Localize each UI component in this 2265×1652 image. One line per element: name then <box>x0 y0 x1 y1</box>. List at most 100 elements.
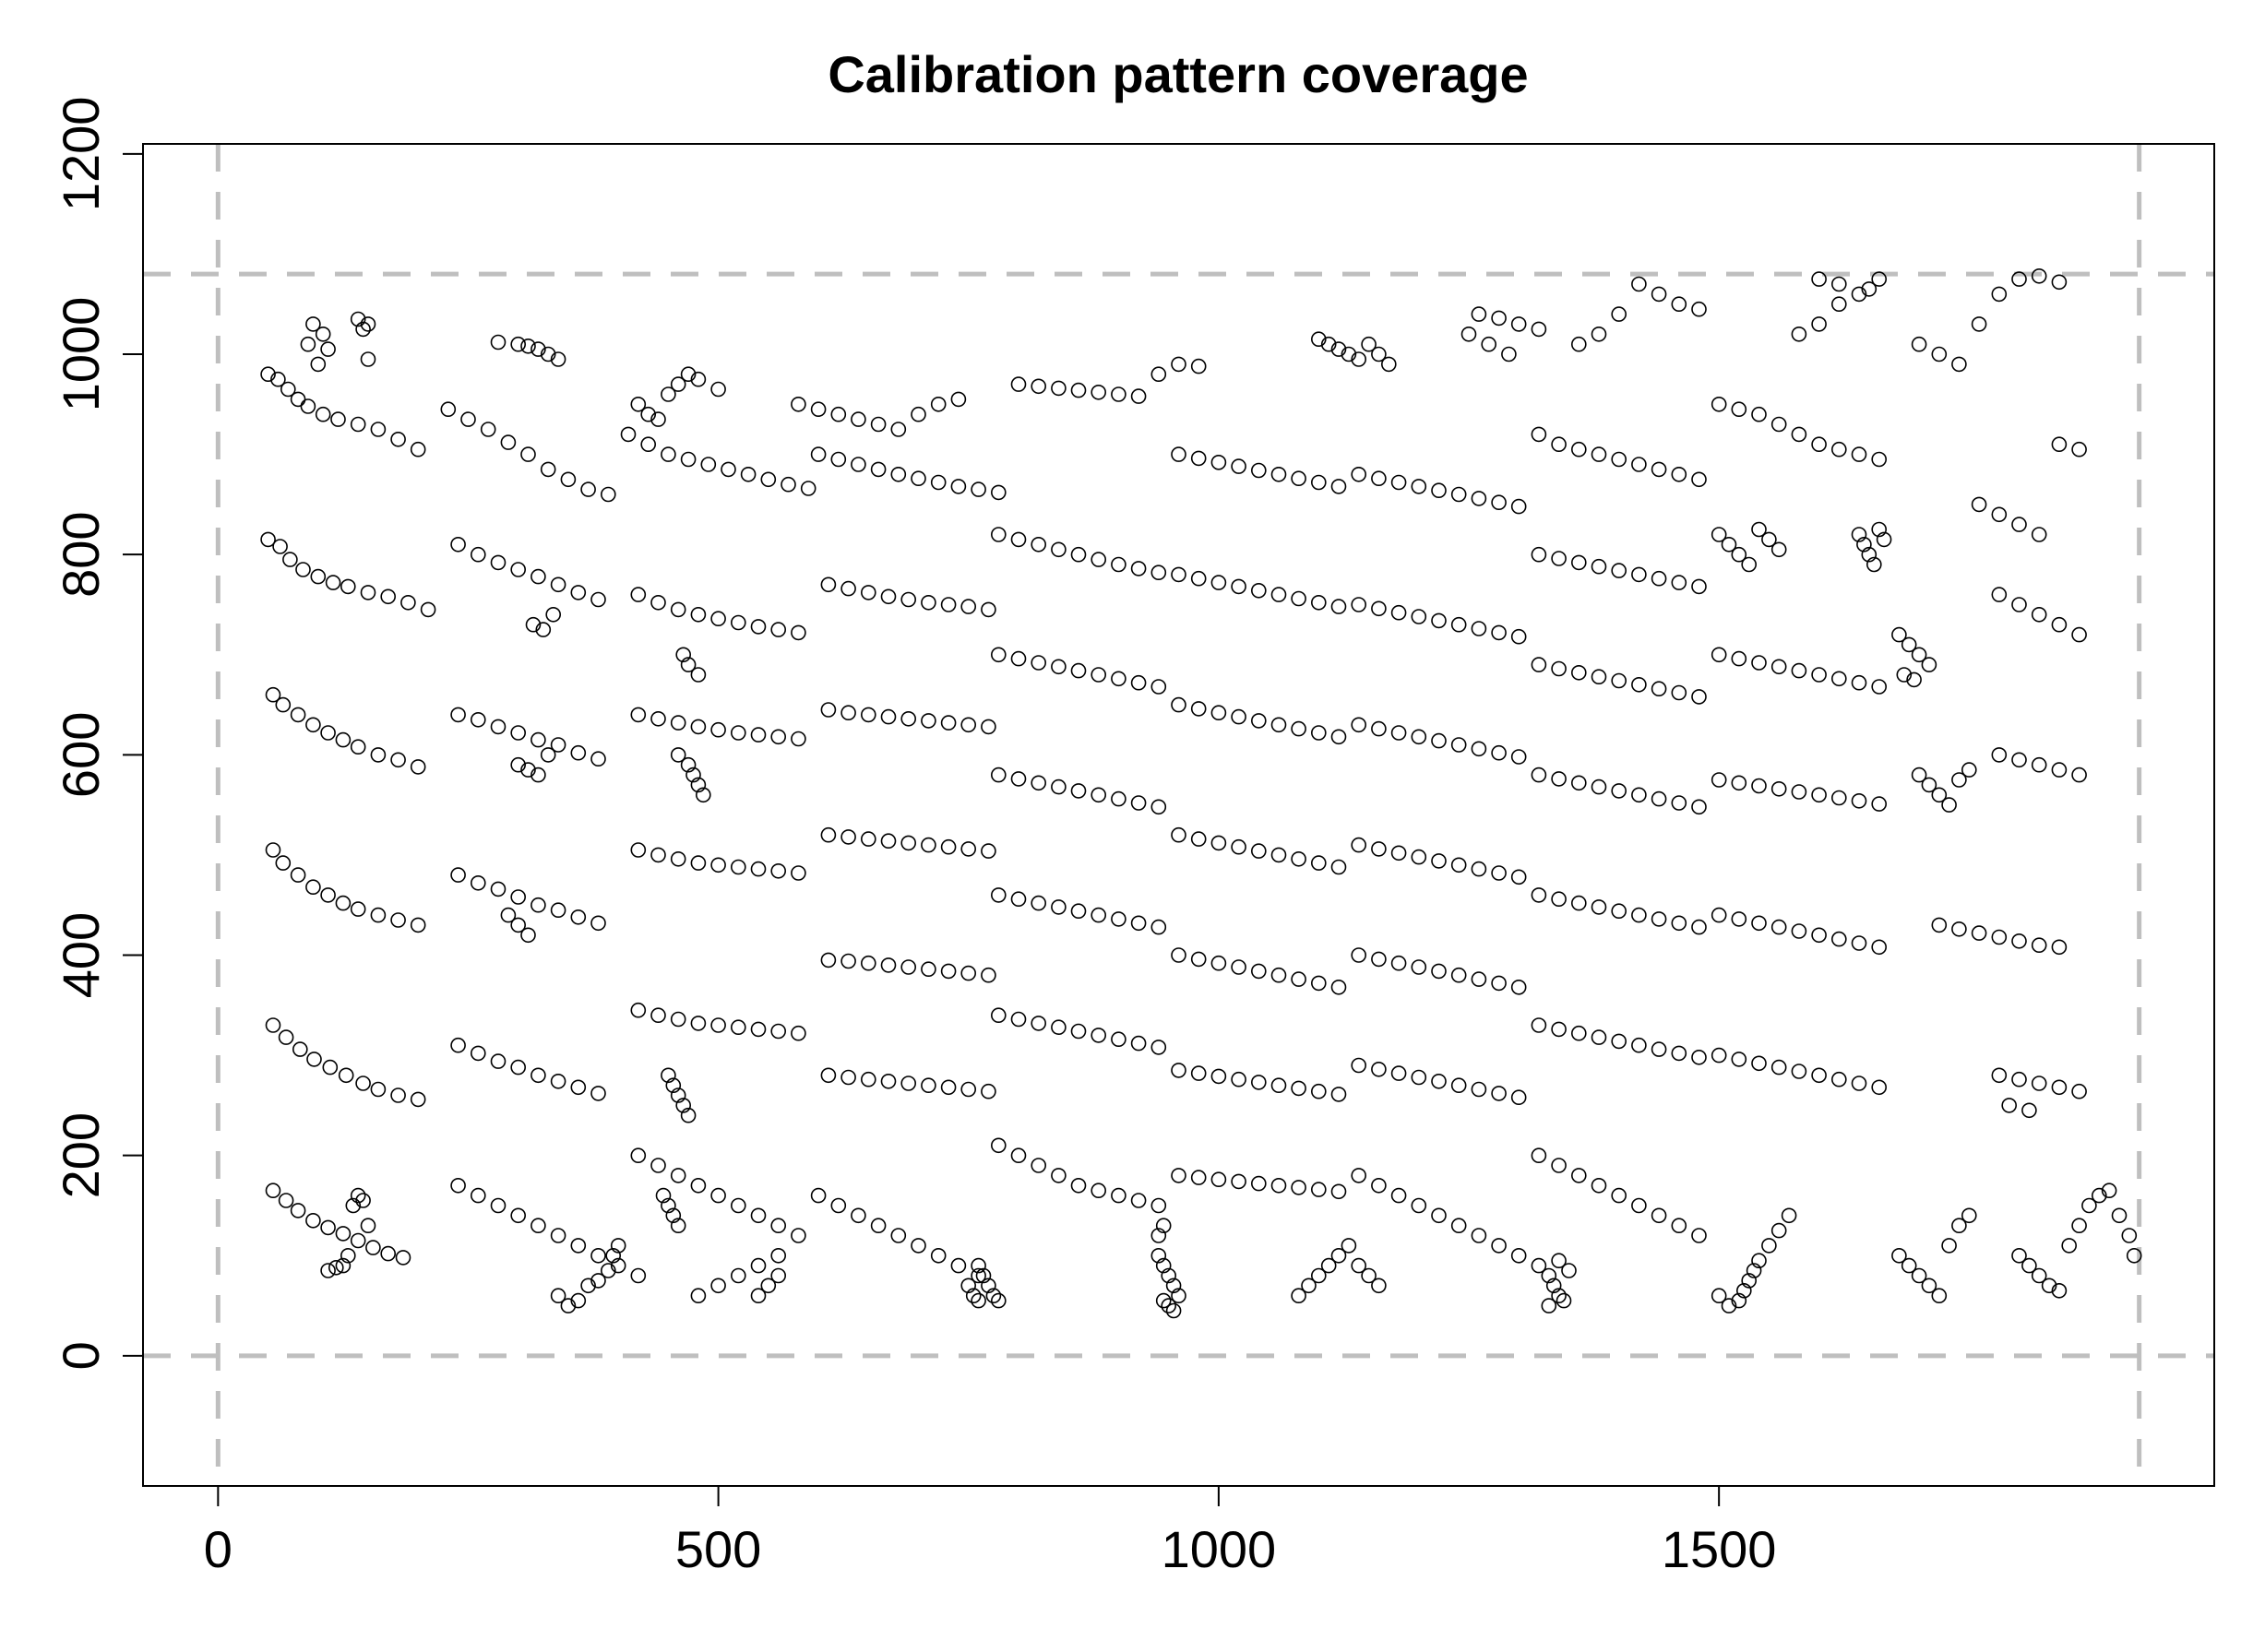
data-point <box>410 917 426 933</box>
data-point <box>1111 1187 1127 1204</box>
data-point <box>1931 787 1948 803</box>
data-point <box>1341 346 1357 362</box>
data-point <box>2031 937 2047 953</box>
data-point <box>1351 1257 1366 1274</box>
data-point <box>1431 853 1447 869</box>
data-point <box>1991 1067 2008 1084</box>
data-point <box>1190 831 1207 847</box>
data-point <box>1811 787 1827 803</box>
data-point <box>730 1019 746 1035</box>
data-point <box>1320 336 1337 352</box>
data-point <box>1731 775 1747 791</box>
data-point <box>1130 674 1147 691</box>
data-point <box>1450 486 1467 503</box>
data-point <box>680 1107 697 1123</box>
data-point <box>921 713 936 729</box>
data-point <box>750 1207 767 1224</box>
data-point <box>1491 1238 1507 1254</box>
data-point <box>1251 582 1267 599</box>
data-point <box>880 708 897 725</box>
data-point <box>1711 1288 1727 1303</box>
data-point <box>1390 604 1407 621</box>
data-point <box>1311 975 1327 992</box>
data-point <box>1921 657 1937 672</box>
data-point <box>1811 927 1827 944</box>
data-point <box>1631 1037 1647 1053</box>
data-point <box>1471 306 1487 322</box>
data-point <box>975 1267 992 1284</box>
data-point <box>1751 1055 1767 1072</box>
data-point <box>770 862 787 879</box>
data-point <box>390 912 406 928</box>
data-point <box>1171 1288 1186 1303</box>
data-point <box>2051 436 2068 453</box>
data-point <box>1390 725 1407 741</box>
data-point <box>791 865 806 881</box>
data-point <box>1851 527 1867 542</box>
data-point <box>590 1273 606 1289</box>
data-point <box>1591 558 1607 575</box>
data-point <box>1531 1257 1547 1274</box>
data-point <box>305 879 321 896</box>
data-point <box>1896 667 1913 683</box>
data-point <box>350 1187 366 1204</box>
data-point <box>520 338 536 354</box>
data-point <box>960 599 976 614</box>
data-point <box>500 907 517 923</box>
data-point <box>965 1288 982 1303</box>
data-point <box>1770 919 1787 935</box>
data-point <box>1155 1292 1172 1309</box>
data-point <box>2021 1257 2037 1274</box>
data-point <box>1210 835 1227 851</box>
data-point <box>1491 624 1507 641</box>
data-point <box>820 576 837 593</box>
data-point <box>1761 1238 1777 1254</box>
data-point <box>1851 446 1867 462</box>
data-point <box>550 902 566 919</box>
data-point <box>306 1052 322 1067</box>
data-point <box>1431 732 1447 749</box>
data-point <box>900 710 917 727</box>
data-point <box>360 1218 376 1233</box>
data-point <box>1991 747 2008 763</box>
data-point <box>2031 1076 2047 1091</box>
data-point <box>1351 351 1366 367</box>
data-point <box>1031 1016 1046 1031</box>
data-point <box>1671 915 1687 932</box>
data-point <box>1311 1182 1327 1197</box>
data-point <box>1611 1187 1627 1204</box>
data-point <box>750 1288 767 1303</box>
data-point <box>1291 971 1306 987</box>
data-point <box>1190 450 1207 467</box>
data-point <box>275 696 292 713</box>
data-point <box>1931 917 1948 933</box>
data-point <box>1171 1168 1186 1183</box>
data-point <box>1671 795 1687 811</box>
data-point <box>1751 1253 1767 1268</box>
data-point <box>710 1187 726 1204</box>
data-point <box>730 614 746 631</box>
data-point <box>1611 306 1627 322</box>
data-point <box>1231 838 1246 855</box>
data-point <box>1210 1171 1227 1187</box>
data-point <box>440 401 457 418</box>
data-point <box>370 747 387 763</box>
y-tick-label: 200 <box>52 1112 110 1198</box>
data-point <box>1390 1187 1407 1204</box>
data-point <box>770 1248 787 1264</box>
data-point <box>680 451 697 468</box>
data-point <box>820 826 837 843</box>
data-point <box>710 611 726 627</box>
data-point <box>400 594 416 611</box>
data-point <box>981 967 996 983</box>
data-point <box>810 1187 827 1204</box>
data-point <box>870 461 887 478</box>
data-point <box>1510 1089 1527 1105</box>
data-point <box>1190 951 1207 968</box>
data-point <box>921 1077 936 1093</box>
data-point <box>325 575 341 590</box>
data-point <box>1531 887 1547 903</box>
data-point <box>890 1228 907 1243</box>
data-point <box>1851 674 1867 691</box>
data-point <box>1190 1170 1207 1185</box>
